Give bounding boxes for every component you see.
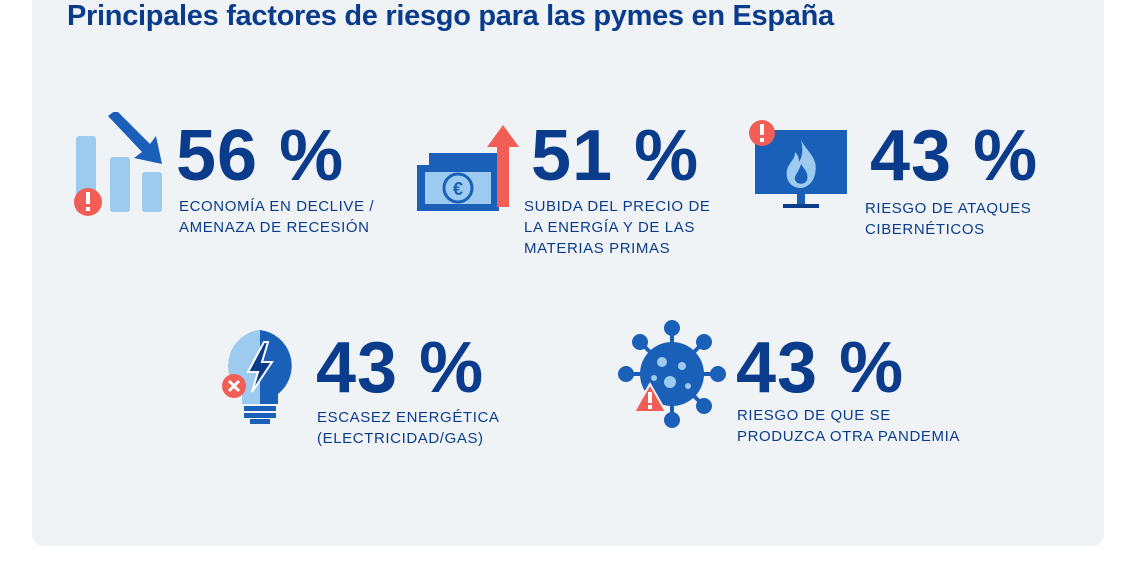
monitor-fire-alert-icon xyxy=(749,120,847,208)
risk-percentage: 43 % xyxy=(870,116,1039,196)
euro-banknote-rising-icon: € xyxy=(417,125,519,211)
risk-label: RIESGO DE ATAQUES CIBERNÉTICOS xyxy=(865,200,1032,238)
risk-label: ESCASEZ ENERGÉTICA (ELECTRICIDAD/GAS) xyxy=(317,409,500,447)
risk-label: ECONOMÍA EN DECLIVE / AMENAZA DE RECESIÓ… xyxy=(179,198,375,236)
risk-label: SUBIDA DEL PRECIO DE LA ENERGÍA Y DE LAS… xyxy=(524,198,711,257)
lightbulb-lightning-icon xyxy=(222,330,292,424)
page-title: Principales factores de riesgo para las … xyxy=(67,0,834,32)
svg-text:€: € xyxy=(453,179,463,199)
risk-label: RIESGO DE QUE SE PRODUZCA OTRA PANDEMIA xyxy=(737,407,960,445)
infographic-card xyxy=(32,0,1104,546)
risk-percentage: 43 % xyxy=(736,328,905,408)
risk-percentage: 43 % xyxy=(316,328,485,408)
virus-warning-icon xyxy=(618,320,726,428)
risk-percentage: 51 % xyxy=(531,116,700,196)
declining-bar-chart-icon xyxy=(74,112,162,216)
risk-percentage: 56 % xyxy=(176,116,345,196)
